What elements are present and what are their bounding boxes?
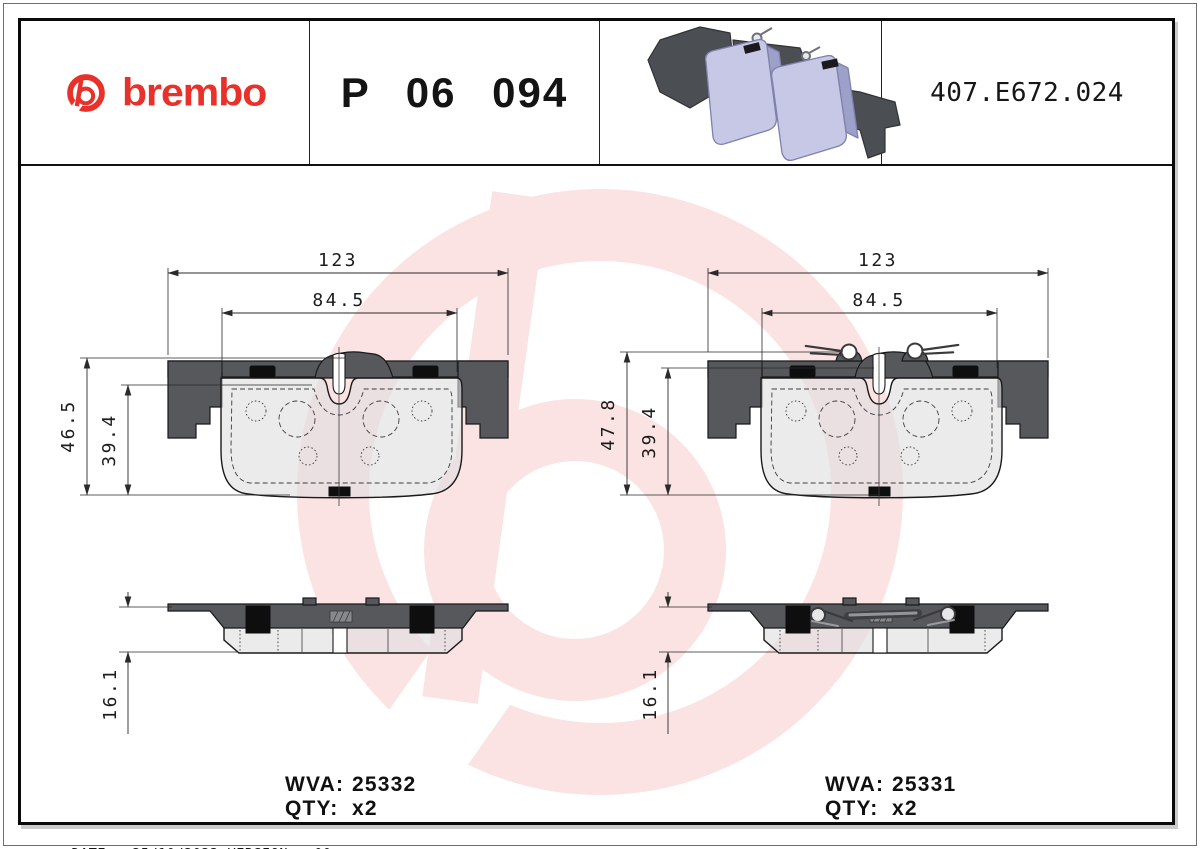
dim-pad-height-left: 39.4 [99,413,120,466]
wva-number-left: 25332 [352,773,416,796]
cotter-pin-left [804,343,858,361]
dim-thickness-left: 16.1 [100,667,121,720]
qty-label-right: QTY: [825,797,878,820]
watermark-b-bowl [424,399,726,701]
page-frame [3,3,1197,846]
wva-label-left: WVA: [285,773,344,796]
dim-pad-height-right: 39.4 [639,405,660,458]
front-view-left: 123 84.5 46.5 39.4 [58,250,509,507]
dim-height-left: 46.5 [58,399,79,452]
pad-spec-left: WVA: 25332 QTY: x2 [285,773,416,820]
cotter-pin-right [906,342,960,360]
date-value: 25/10/2023 [132,846,218,849]
technical-drawings: 123 84.5 46.5 39.4 123 [58,250,1049,820]
dim-height-right: 47.8 [598,397,619,450]
qty-value-left: x2 [352,797,378,820]
dim-width-right: 123 [858,250,898,271]
plan-view-right: 16.1 [640,592,1049,734]
brake-pads-3d-image [647,26,901,161]
watermark-ring-gap [372,632,522,790]
version-value: 00 [314,846,331,849]
dim-pad-width-left: 84.5 [312,290,365,311]
dim-pad-width-right: 84.5 [852,290,905,311]
front-view-right: 123 84.5 47.8 39.4 [598,250,1049,507]
wva-label-right: WVA: [825,773,884,796]
pad-spec-right: WVA: 25331 QTY: x2 [825,773,956,820]
dim-thickness-right: 16.1 [640,667,661,720]
footer-revision-line: DATE : 25/10/2023 VERSION : 00 [37,830,341,849]
wva-number-right: 25331 [892,773,956,796]
date-label: DATE : [72,846,124,849]
version-label: VERSION : [228,846,306,849]
plan-view-left: 16.1 [100,592,509,734]
dim-width-left: 123 [318,250,358,271]
spring-clips [810,606,956,627]
qty-label-left: QTY: [285,797,338,820]
qty-value-right: x2 [892,797,918,820]
